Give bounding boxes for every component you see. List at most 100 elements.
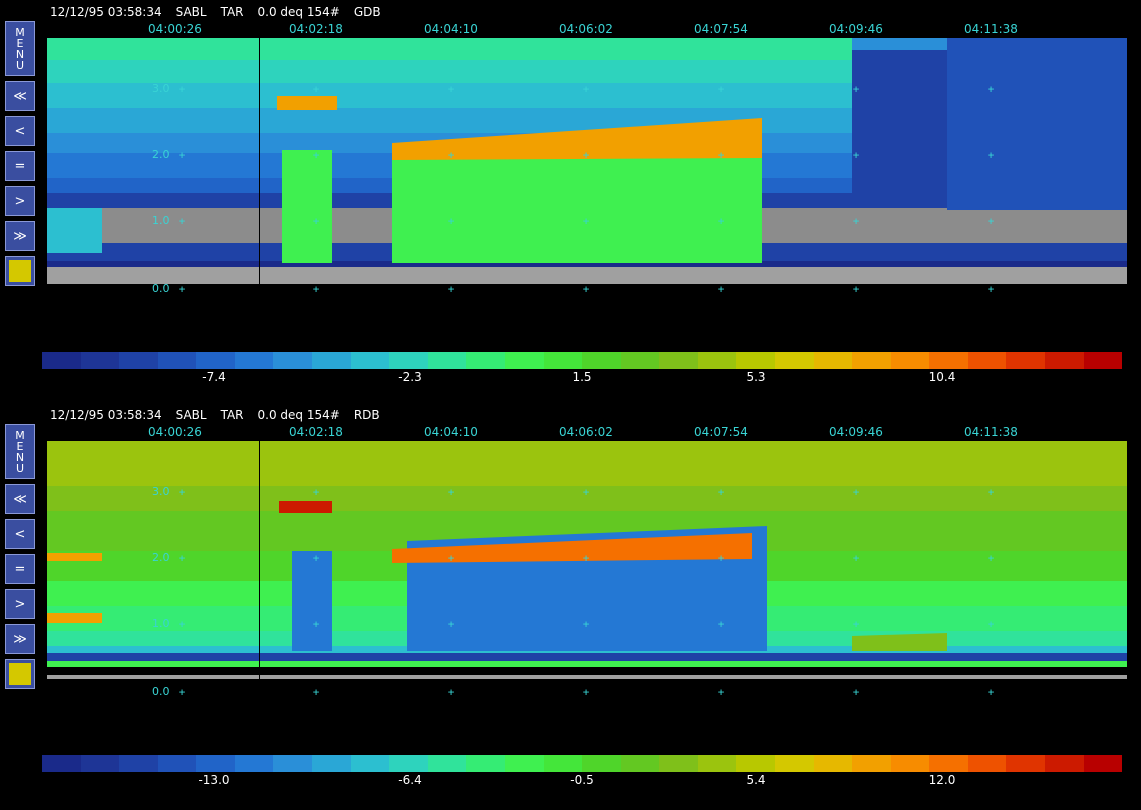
grid-cross-icon: + bbox=[447, 551, 455, 565]
step-back-icon: < bbox=[14, 526, 26, 542]
colorbar-cell bbox=[389, 352, 428, 369]
colorbar-label: 5.3 bbox=[746, 370, 766, 384]
menu-letter: E bbox=[16, 439, 24, 453]
grid-cross-icon: + bbox=[582, 685, 590, 699]
colorbar-label: -13.0 bbox=[198, 773, 230, 787]
colorbar-cell bbox=[1045, 755, 1084, 772]
colorbar-cell bbox=[1083, 352, 1123, 369]
grid-cross-icon: + bbox=[178, 551, 186, 565]
step-back-button[interactable]: < bbox=[5, 519, 35, 549]
time-label: 04:02:18 bbox=[289, 22, 343, 36]
pause-button[interactable]: = bbox=[5, 554, 35, 584]
colorbar-cell bbox=[273, 352, 313, 369]
color-swatch-button[interactable] bbox=[5, 659, 35, 689]
grid-cross-icon: + bbox=[852, 214, 860, 228]
cursor-line bbox=[259, 38, 260, 284]
surface-band bbox=[47, 661, 1127, 667]
colorbar-cell bbox=[42, 755, 81, 772]
colorbar-label: -0.5 bbox=[570, 773, 594, 787]
echo-region bbox=[852, 633, 947, 651]
colorbar bbox=[42, 352, 1123, 369]
colorbar-label: 5.4 bbox=[746, 773, 766, 787]
grid-cross-icon: + bbox=[717, 551, 725, 565]
grid-cross-icon: + bbox=[447, 282, 455, 296]
echo-layer bbox=[279, 501, 332, 513]
cursor-line bbox=[259, 441, 260, 687]
colorbar-cell bbox=[543, 755, 583, 772]
grid-cross-icon: + bbox=[582, 214, 590, 228]
fast-rewind-button[interactable]: ≪ bbox=[5, 484, 35, 514]
grid-cross-icon: + bbox=[717, 485, 725, 499]
panel-header: 12/12/95 03:58:34 SABL TAR 0.0 deq 154# RDB bbox=[50, 408, 394, 422]
colorbar-cell bbox=[80, 755, 120, 772]
echo-layer bbox=[47, 613, 102, 623]
colorbar-cell bbox=[736, 352, 775, 369]
step-forward-button[interactable]: > bbox=[5, 589, 35, 619]
surface-band bbox=[47, 653, 1127, 661]
fast-rewind-button[interactable]: ≪ bbox=[5, 81, 35, 111]
step-forward-button[interactable]: > bbox=[5, 186, 35, 216]
grid-cross-icon: + bbox=[987, 148, 995, 162]
header-angle: 0.0 deq 154# bbox=[257, 5, 340, 19]
colorbar-cell bbox=[890, 352, 930, 369]
colorbar-cell bbox=[929, 352, 968, 369]
grid-cross-icon: + bbox=[447, 214, 455, 228]
time-label: 04:07:54 bbox=[694, 425, 748, 439]
grid-cross-icon: + bbox=[987, 82, 995, 96]
colorbar-cell bbox=[157, 352, 197, 369]
grid-cross-icon: + bbox=[178, 148, 186, 162]
colorbar-cell bbox=[543, 352, 583, 369]
colorbar-cell bbox=[234, 755, 274, 772]
y-axis-label: 2.0 bbox=[152, 551, 170, 564]
grid-cross-icon: + bbox=[852, 82, 860, 96]
header-site: SABL bbox=[175, 5, 207, 19]
echo-layer bbox=[277, 96, 337, 110]
grid-cross-icon: + bbox=[312, 685, 320, 699]
radar-plot[interactable] bbox=[47, 38, 1127, 284]
background-band bbox=[47, 441, 1127, 486]
grid-cross-icon: + bbox=[852, 685, 860, 699]
y-axis-label: 0.0 bbox=[152, 282, 170, 295]
color-swatch-button[interactable] bbox=[5, 256, 35, 286]
menu-letter: U bbox=[15, 58, 25, 72]
grid-cross-icon: + bbox=[447, 82, 455, 96]
colorbar-cell bbox=[736, 755, 775, 772]
colorbar-cell bbox=[157, 755, 197, 772]
colorbar-label: 10.4 bbox=[928, 370, 956, 384]
grid-cross-icon: + bbox=[717, 282, 725, 296]
header-angle: 0.0 deq 154# bbox=[257, 408, 340, 422]
time-label: 04:09:46 bbox=[829, 425, 883, 439]
colorbar-cell bbox=[42, 352, 81, 369]
grid-cross-icon: + bbox=[987, 685, 995, 699]
colorbar-cell bbox=[466, 352, 505, 369]
step-back-button[interactable]: < bbox=[5, 116, 35, 146]
grid-cross-icon: + bbox=[987, 551, 995, 565]
menu-letter: U bbox=[15, 461, 25, 475]
grid-cross-icon: + bbox=[987, 485, 995, 499]
fast-rewind-icon: ≪ bbox=[13, 491, 27, 507]
colorbar-cell bbox=[620, 755, 660, 772]
pause-button[interactable]: = bbox=[5, 151, 35, 181]
header-datetime: 12/12/95 03:58:34 bbox=[50, 408, 162, 422]
radar-plot[interactable] bbox=[47, 441, 1127, 687]
grid-cross-icon: + bbox=[582, 485, 590, 499]
time-label: 04:00:26 bbox=[148, 425, 202, 439]
fast-forward-button[interactable]: ≫ bbox=[5, 624, 35, 654]
time-label: 04:02:18 bbox=[289, 425, 343, 439]
menu-letter: M bbox=[15, 25, 25, 39]
grid-cross-icon: + bbox=[447, 148, 455, 162]
background-band bbox=[47, 486, 1127, 511]
fast-forward-button[interactable]: ≫ bbox=[5, 221, 35, 251]
time-label: 04:06:02 bbox=[559, 425, 613, 439]
y-axis-label: 1.0 bbox=[152, 214, 170, 227]
colorbar-cell bbox=[620, 352, 660, 369]
colorbar-cell bbox=[350, 352, 390, 369]
grid-cross-icon: + bbox=[312, 82, 320, 96]
header-mode: TAR bbox=[220, 5, 244, 19]
colorbar-cell bbox=[1006, 352, 1046, 369]
time-label: 04:04:10 bbox=[424, 22, 478, 36]
fast-rewind-icon: ≪ bbox=[13, 88, 27, 104]
menu-letter: N bbox=[15, 47, 25, 61]
